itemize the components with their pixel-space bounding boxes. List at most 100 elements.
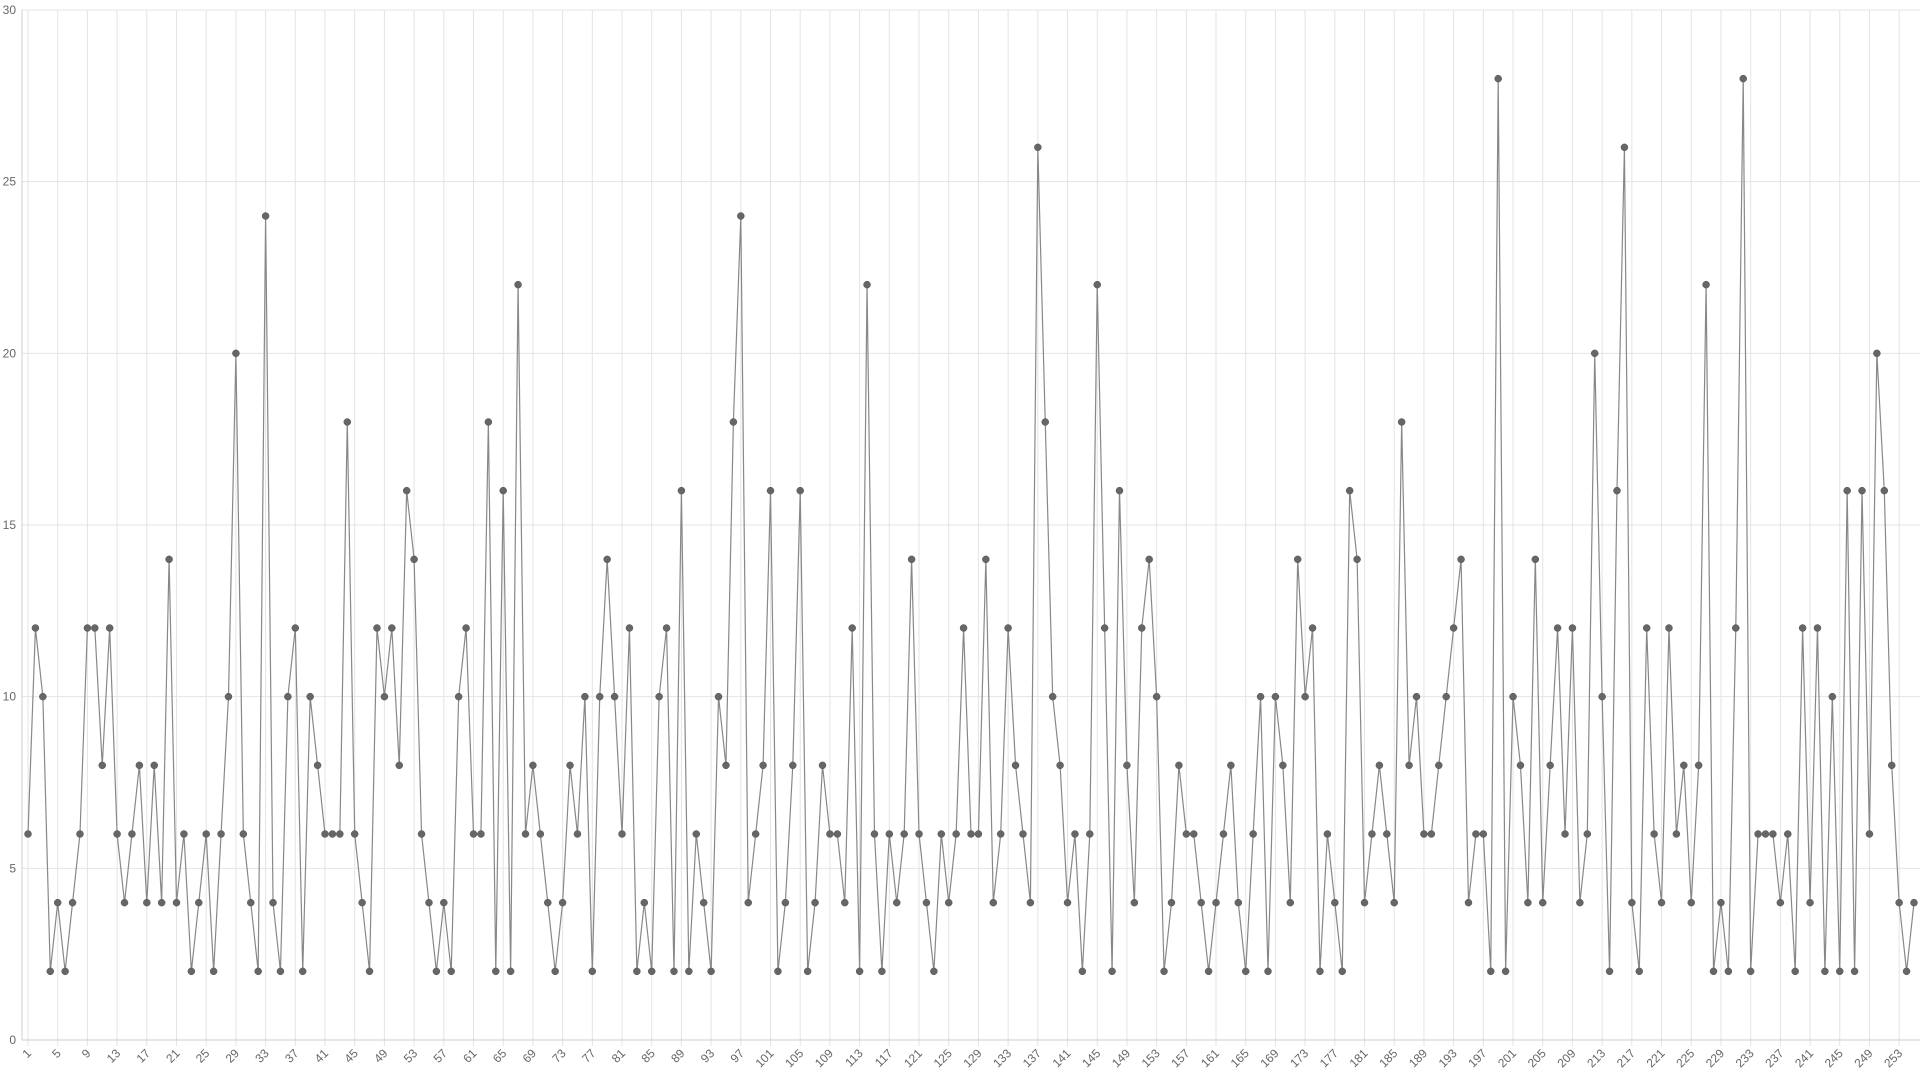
point: [1553, 624, 1562, 632]
point: [1152, 692, 1161, 701]
point: [1435, 761, 1443, 770]
point: [1657, 898, 1666, 907]
x-tick-label: 233: [1733, 1046, 1757, 1070]
point: [826, 830, 834, 838]
x-tick-label: 241: [1792, 1046, 1816, 1070]
point: [751, 830, 760, 838]
point: [1739, 74, 1747, 83]
point: [588, 967, 597, 976]
point: [1635, 967, 1644, 976]
x-tick-label: 29: [223, 1046, 243, 1066]
point: [477, 830, 485, 838]
point: [492, 967, 500, 976]
point: [618, 830, 626, 838]
point: [1145, 555, 1153, 564]
point: [1323, 830, 1332, 838]
y-tick-label: 25: [3, 175, 17, 189]
point: [610, 692, 619, 701]
x-tick-label: 225: [1673, 1046, 1697, 1070]
point: [1590, 349, 1599, 358]
point: [284, 692, 292, 701]
point: [276, 967, 285, 976]
point: [120, 898, 129, 907]
point: [1279, 761, 1287, 770]
point: [1331, 898, 1339, 907]
point: [729, 418, 738, 426]
point: [1494, 74, 1502, 83]
point: [1531, 555, 1540, 564]
point: [1115, 486, 1124, 495]
point: [1063, 898, 1072, 907]
point: [1160, 967, 1168, 976]
point: [1509, 692, 1517, 701]
point: [1256, 692, 1265, 701]
point: [996, 830, 1005, 838]
point: [1873, 349, 1881, 358]
x-tick-label: 161: [1198, 1046, 1222, 1070]
point: [1895, 898, 1903, 907]
x-tick-label: 109: [812, 1046, 836, 1070]
point: [143, 898, 151, 907]
x-tick-label: 1: [19, 1046, 34, 1061]
x-tick-label: 209: [1554, 1046, 1578, 1070]
point: [1190, 830, 1198, 838]
point: [1368, 830, 1376, 838]
point: [417, 830, 426, 838]
x-tick-label: 253: [1881, 1046, 1905, 1070]
point: [1843, 486, 1851, 495]
point: [885, 830, 894, 838]
point: [1538, 898, 1547, 907]
point: [1457, 555, 1465, 564]
point: [967, 830, 975, 838]
point: [1383, 830, 1391, 838]
x-tick-label: 205: [1525, 1046, 1549, 1070]
point: [1769, 830, 1777, 838]
point: [633, 967, 641, 976]
point: [350, 830, 359, 838]
point: [462, 624, 470, 632]
point: [1175, 761, 1183, 770]
x-tick-label: 53: [401, 1046, 421, 1066]
x-tick-label: 237: [1762, 1046, 1786, 1070]
point: [1219, 830, 1228, 838]
point: [76, 830, 84, 838]
x-tick-label: 93: [698, 1046, 718, 1066]
point: [944, 898, 953, 907]
point: [781, 898, 790, 907]
point: [1472, 830, 1480, 838]
point: [744, 898, 752, 907]
point: [1353, 555, 1361, 564]
y-tick-label: 5: [9, 861, 16, 875]
point: [1746, 967, 1755, 976]
point: [31, 624, 40, 632]
x-tick-label: 173: [1287, 1046, 1311, 1070]
point: [247, 898, 255, 907]
point: [1360, 898, 1369, 907]
point: [789, 761, 797, 770]
x-tick-label: 157: [1168, 1046, 1192, 1070]
point: [336, 830, 344, 838]
point: [1071, 830, 1079, 838]
y-tick-label: 0: [9, 1033, 16, 1047]
point: [1204, 967, 1213, 976]
point: [566, 761, 574, 770]
point: [1850, 967, 1859, 976]
point: [692, 830, 701, 838]
point: [1732, 624, 1740, 632]
x-tick-label: 193: [1436, 1046, 1460, 1070]
y-tick-label: 10: [3, 690, 17, 704]
point: [1724, 967, 1733, 976]
point: [1902, 967, 1911, 976]
point: [1709, 967, 1718, 976]
point: [818, 761, 827, 770]
point: [105, 624, 114, 632]
point: [1754, 830, 1762, 838]
x-tick-label: 61: [460, 1046, 480, 1066]
point: [625, 624, 634, 632]
x-tick-label: 57: [431, 1046, 451, 1066]
point: [1858, 486, 1866, 495]
point: [662, 624, 671, 632]
point: [239, 830, 248, 838]
x-tick-label: 189: [1406, 1046, 1430, 1070]
point: [1412, 692, 1421, 701]
